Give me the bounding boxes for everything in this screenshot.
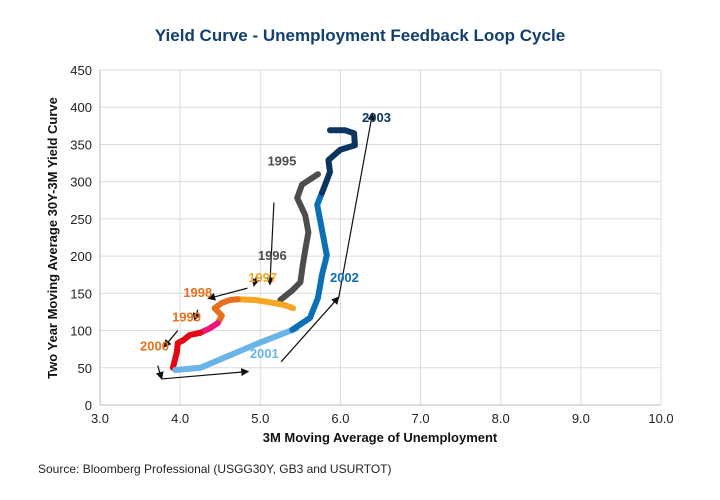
- x-axis-ticks: 3.0 4.0 5.0 6.0 7.0 8.0 9.0 10.0: [91, 411, 674, 426]
- annotation-label-2000: 2000: [140, 339, 169, 354]
- series-line-1998: [211, 296, 241, 327]
- y-tick-label: 100: [70, 324, 92, 339]
- annotation-arrow: [251, 276, 260, 287]
- series-group: [169, 127, 358, 373]
- series-line-1995-1996: [277, 171, 321, 303]
- series-line-2000: [169, 329, 204, 371]
- series-line-1997: [234, 296, 297, 312]
- annotation-arrow: [280, 296, 340, 363]
- annotation-label-1997: 1997: [248, 270, 277, 285]
- series-line-2002: [289, 189, 330, 333]
- y-tick-label: 150: [70, 286, 92, 301]
- annotation-arrow: [192, 309, 201, 322]
- y-tick-label: 50: [78, 361, 92, 376]
- series-line-1999: [197, 320, 221, 336]
- annotation-label-2001: 2001: [250, 346, 279, 361]
- y-tick-label: 0: [85, 398, 92, 413]
- chart-title: Yield Curve - Unemployment Feedback Loop…: [155, 26, 565, 45]
- source-note: Source: Bloomberg Professional (USGG30Y,…: [38, 462, 392, 476]
- x-tick-label: 6.0: [331, 411, 349, 426]
- x-tick-label: 4.0: [171, 411, 189, 426]
- annotation-arrow: [155, 365, 164, 380]
- annotation-label-2002: 2002: [330, 270, 359, 285]
- annotation-label-1999: 1999: [172, 310, 201, 325]
- y-axis-label: Two Year Moving Average 30Y-3M Yield Cur…: [45, 97, 60, 379]
- x-tick-label: 3.0: [91, 411, 109, 426]
- y-axis-ticks: 0 50 100 150 200 250 300 350 400 450: [70, 63, 92, 413]
- annotation-label-2003: 2003: [362, 110, 391, 125]
- x-tick-label: 7.0: [412, 411, 430, 426]
- annotation-arrow: [266, 202, 275, 286]
- annotation-arrow: [161, 368, 250, 380]
- annotation-arrow: [338, 112, 376, 298]
- y-tick-label: 350: [70, 137, 92, 152]
- x-axis-label: 3M Moving Average of Unemployment: [263, 430, 498, 445]
- y-tick-label: 200: [70, 249, 92, 264]
- annotation-arrow: [207, 287, 248, 301]
- y-tick-label: 250: [70, 212, 92, 227]
- series-line-2001: [172, 325, 300, 373]
- series-line-2003: [319, 127, 358, 196]
- x-tick-label: 10.0: [648, 411, 673, 426]
- annotation-label-1996: 1996: [258, 248, 287, 263]
- y-tick-label: 300: [70, 175, 92, 190]
- y-tick-label: 400: [70, 100, 92, 115]
- y-tick-label: 450: [70, 63, 92, 78]
- annotation-arrow: [163, 330, 179, 348]
- annotation-label-1995: 1995: [267, 153, 296, 168]
- x-tick-label: 9.0: [572, 411, 590, 426]
- grid: [99, 69, 662, 406]
- x-tick-label: 5.0: [251, 411, 269, 426]
- annotation-label-1998: 1998: [183, 285, 212, 300]
- annotation-arrows: [155, 112, 376, 380]
- x-tick-label: 8.0: [492, 411, 510, 426]
